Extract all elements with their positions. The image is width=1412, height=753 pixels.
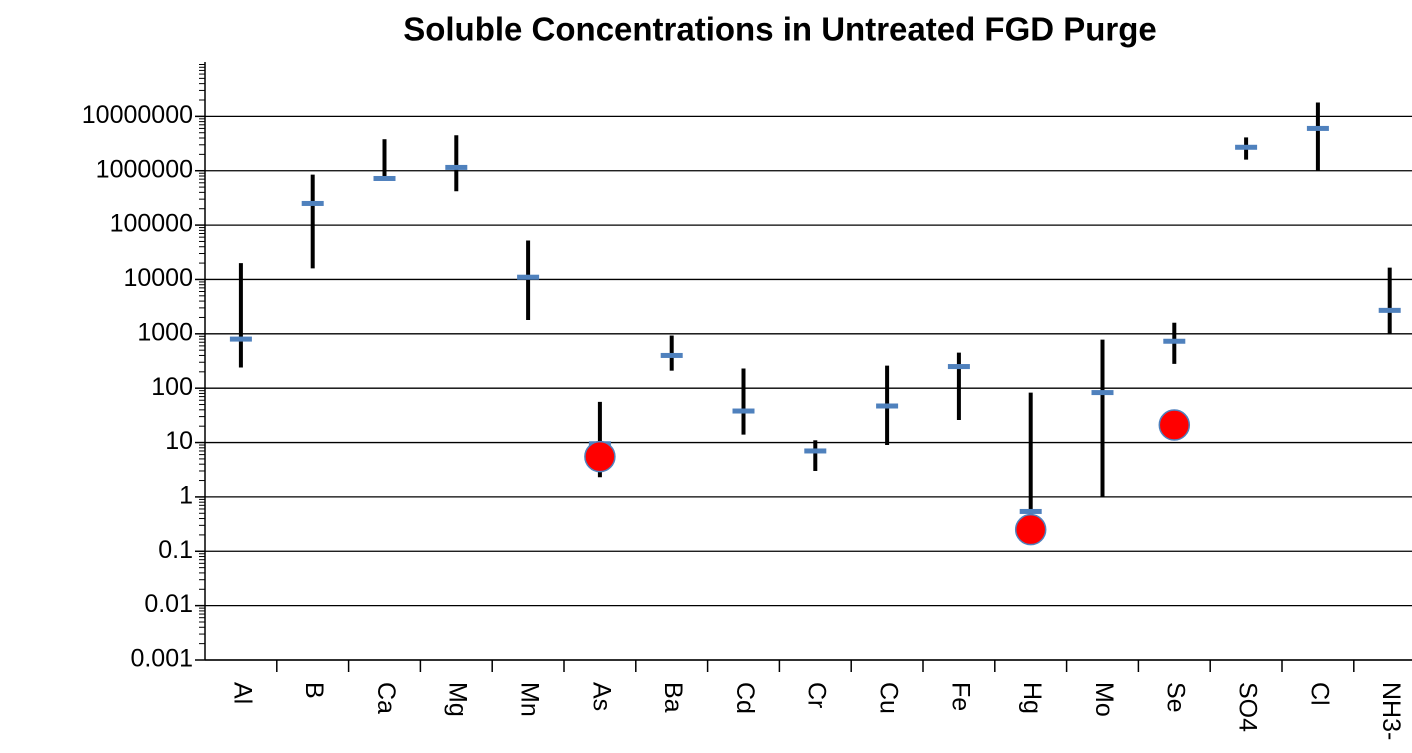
x-tick-label: Mn xyxy=(515,682,543,717)
x-tick-label: Cu xyxy=(874,682,902,714)
y-tick-label: 10000 xyxy=(123,264,193,292)
marker-dot xyxy=(1158,409,1191,441)
y-tick-label: 0.001 xyxy=(130,645,193,673)
y-tick-label: 0.01 xyxy=(144,590,193,618)
median-mark xyxy=(301,200,324,206)
marker-dot xyxy=(584,440,616,473)
median-mark xyxy=(1163,338,1186,344)
x-tick-label: NH3- xyxy=(1377,682,1405,740)
x-tick-label: As xyxy=(587,682,615,711)
x-tick-label: Mg xyxy=(444,682,472,717)
y-tick-label: 100000 xyxy=(110,210,193,238)
median-mark xyxy=(660,352,683,358)
y-tick-label: 1 xyxy=(179,482,193,510)
x-tick-label: Ca xyxy=(372,682,400,714)
x-tick-label: B xyxy=(300,682,328,699)
y-tick-label: 1000000 xyxy=(96,155,193,183)
x-tick-label: Cr xyxy=(803,682,831,708)
x-tick-label: Fe xyxy=(946,682,974,711)
median-mark xyxy=(1235,144,1258,150)
y-tick-label: 10 xyxy=(165,427,193,455)
x-tick-label: SO4 xyxy=(1233,682,1261,732)
median-mark xyxy=(445,164,468,170)
median-mark xyxy=(373,175,396,181)
y-tick-label: 1000 xyxy=(137,318,193,346)
y-tick-label: 10000000 xyxy=(82,101,193,129)
marker-dot xyxy=(1014,513,1047,546)
median-mark xyxy=(229,336,252,342)
x-tick-label: Hg xyxy=(1018,682,1046,714)
median-mark xyxy=(517,274,540,280)
x-tick-label: Mo xyxy=(1090,682,1118,717)
median-mark xyxy=(876,403,899,409)
chart-title: Soluble Concentrations in Untreated FGD … xyxy=(403,11,1157,48)
y-tick-label: 100 xyxy=(151,373,193,401)
median-mark xyxy=(947,364,970,370)
median-mark xyxy=(1306,125,1329,131)
x-tick-label: Cl xyxy=(1305,682,1333,706)
x-tick-label: Ba xyxy=(659,682,687,713)
median-mark xyxy=(732,408,755,414)
median-mark xyxy=(1378,307,1401,313)
median-mark xyxy=(804,448,827,454)
x-tick-label: Se xyxy=(1162,682,1190,713)
median-mark xyxy=(1091,390,1114,396)
x-tick-label: Cd xyxy=(731,682,759,714)
x-tick-label: Al xyxy=(228,682,256,704)
median-mark xyxy=(1019,508,1042,514)
y-tick-label: 0.1 xyxy=(158,536,193,564)
